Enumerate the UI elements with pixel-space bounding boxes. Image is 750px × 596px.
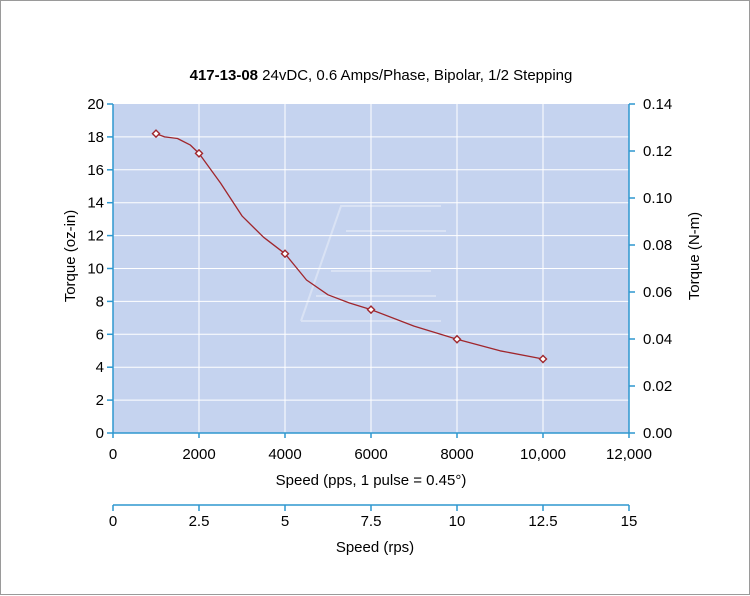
data-point-marker [452, 334, 462, 344]
y2-axis-title: Torque (N-m) [686, 212, 703, 300]
x-tick-label: 2000 [182, 446, 215, 463]
x-tick-label: 0 [109, 446, 117, 463]
y-tick-label: 16 [87, 162, 104, 179]
y2-tick-label: 0.02 [643, 378, 672, 395]
x2-tick-label: 7.5 [361, 513, 382, 530]
x2-tick-label: 15 [621, 513, 638, 530]
x2-axis-title: Speed (rps) [336, 539, 414, 556]
y-tick-label: 18 [87, 129, 104, 146]
x-tick-label: 8000 [440, 446, 473, 463]
x2-tick-label: 12.5 [528, 513, 557, 530]
y-tick-label: 10 [87, 261, 104, 278]
y-tick-label: 6 [96, 326, 104, 343]
x-tick-label: 4000 [268, 446, 301, 463]
x2-tick-label: 0 [109, 513, 117, 530]
data-point-marker [280, 249, 290, 259]
y2-tick-label: 0.10 [643, 190, 672, 207]
x-tick-label: 6000 [354, 446, 387, 463]
y2-tick-label: 0.04 [643, 331, 672, 348]
data-point-marker [538, 354, 548, 364]
y2-tick-label: 0.14 [643, 96, 672, 113]
y2-tick-label: 0.06 [643, 284, 672, 301]
x-tick-label: 12,000 [606, 446, 652, 463]
y-tick-label: 14 [87, 195, 104, 212]
x-tick-label: 10,000 [520, 446, 566, 463]
data-point-marker [194, 148, 204, 158]
x2-tick-label: 2.5 [189, 513, 210, 530]
y-tick-label: 2 [96, 392, 104, 409]
y2-tick-label: 0.12 [643, 143, 672, 160]
y2-tick-label: 0.00 [643, 425, 672, 442]
x2-tick-label: 10 [449, 513, 466, 530]
y-tick-label: 20 [87, 96, 104, 113]
y-axis-title: Torque (oz-in) [62, 210, 79, 303]
y-tick-label: 4 [96, 359, 104, 376]
chart-title-spec: 24vDC, 0.6 Amps/Phase, Bipolar, 1/2 Step… [258, 67, 572, 84]
data-point-marker [151, 129, 161, 139]
y-tick-label: 0 [96, 425, 104, 442]
y2-tick-label: 0.08 [643, 237, 672, 254]
data-point-marker [366, 305, 376, 315]
y-tick-label: 12 [87, 228, 104, 245]
chart-title-model: 417-13-08 [190, 67, 258, 84]
x-axis-title: Speed (pps, 1 pulse = 0.45°) [276, 472, 467, 489]
y-tick-label: 8 [96, 293, 104, 310]
chart-title: 417-13-08 24vDC, 0.6 Amps/Phase, Bipolar… [190, 67, 573, 84]
x2-tick-label: 5 [281, 513, 289, 530]
